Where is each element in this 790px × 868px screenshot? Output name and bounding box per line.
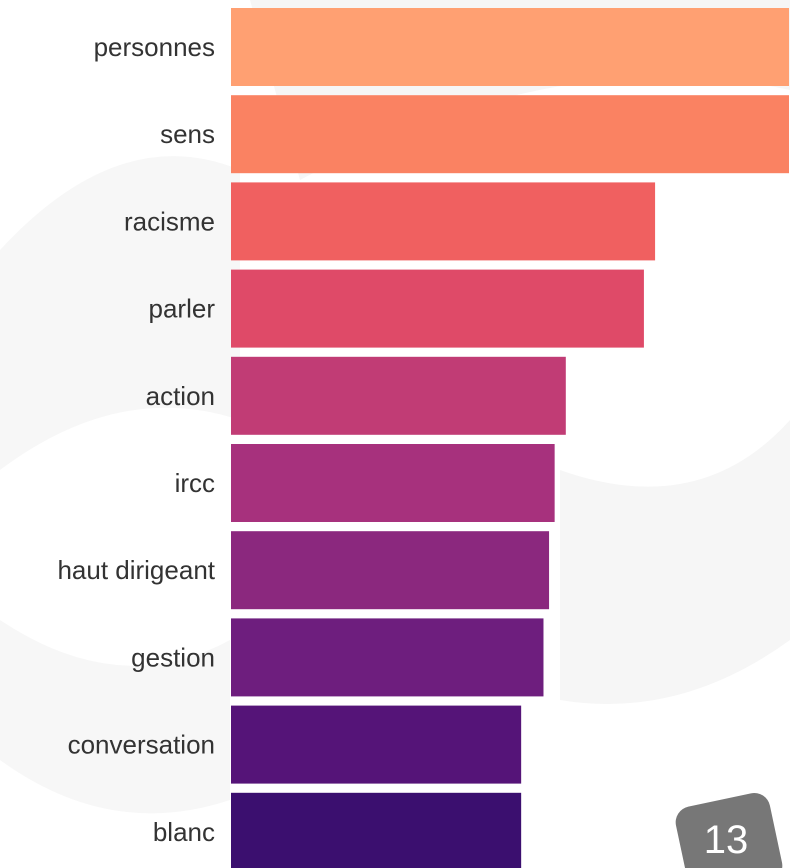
bar-haut-dirigeant: [231, 531, 550, 610]
category-label-gestion: gestion: [131, 642, 215, 672]
bar-racisme: [231, 182, 656, 261]
category-label-sens: sens: [160, 119, 215, 149]
bar-personnes: [231, 8, 789, 86]
category-labels: personnes sens racisme parler action ircc haut…: [57, 32, 215, 847]
bar-sens: [231, 95, 789, 174]
category-label-racisme: racisme: [124, 206, 215, 236]
bars: [231, 8, 789, 868]
bar-parler: [231, 269, 644, 348]
bar-action: [231, 356, 566, 435]
category-label-ircc: ircc: [175, 468, 215, 498]
category-label-action: action: [146, 381, 215, 411]
page-number: 13: [703, 818, 749, 862]
category-label-parler: parler: [149, 294, 216, 324]
bar-blanc: [231, 792, 522, 868]
category-label-personnes: personnes: [94, 32, 215, 62]
category-label-haut-dirigeant: haut dirigeant: [57, 555, 215, 585]
bar-conversation: [231, 705, 522, 784]
category-label-conversation: conversation: [68, 730, 215, 760]
bar-gestion: [231, 618, 544, 697]
bar-ircc: [231, 444, 555, 522]
category-label-blanc: blanc: [153, 817, 215, 847]
